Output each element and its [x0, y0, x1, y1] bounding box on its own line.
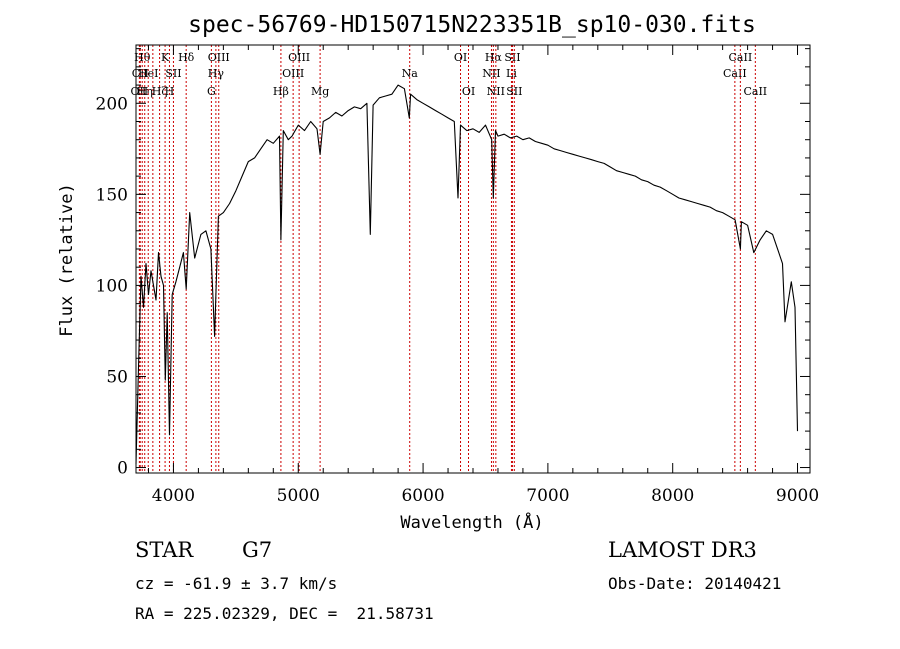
- x-axis-label: Wavelength (Å): [400, 511, 543, 533]
- line-label-19: OI: [454, 51, 467, 64]
- line-label-27: CaII: [723, 67, 747, 80]
- line-label-9: SII: [165, 67, 181, 80]
- line-label-0: OII: [131, 85, 149, 98]
- x-tick-label-0: 4000: [152, 486, 195, 506]
- line-label-23: NII: [487, 85, 505, 98]
- line-label-8: H: [165, 85, 175, 98]
- spectrum-line: [135, 84, 799, 464]
- line-label-15: OIII: [282, 67, 304, 80]
- object-subclass: G7: [242, 538, 273, 562]
- x-tick-label-3: 7000: [526, 486, 569, 506]
- line-label-17: Mg: [311, 85, 329, 98]
- line-label-4: HeI: [138, 67, 158, 80]
- line-label-26: SII: [506, 85, 522, 98]
- axis-ticks: 4000 5000 6000 7000 8000 9000 0 50 100 150 200: [96, 45, 819, 506]
- line-label-28: CaII: [729, 51, 753, 64]
- line-label-24: Li: [506, 67, 517, 80]
- line-label-14: Hβ: [273, 85, 289, 98]
- line-label-13: OIII: [208, 51, 230, 64]
- line-label-29: CaII: [743, 85, 767, 98]
- line-label-22: Hα: [485, 51, 503, 64]
- line-label-21: NII: [482, 67, 500, 80]
- x-tick-label-2: 6000: [401, 486, 444, 506]
- spectral-line-markers: OIICIIHθHηHeIHζKHSIIHδGHγOIIIHβOIIIOIIIM…: [131, 45, 767, 473]
- y-tick-label-0: 0: [117, 459, 128, 479]
- line-label-3: Hη: [137, 85, 153, 98]
- line-label-7: K: [161, 51, 170, 64]
- redshift-text: cz = -61.9 ± 3.7 km/s: [135, 574, 338, 593]
- object-class: STAR: [135, 538, 194, 562]
- coordinates-text: RA = 225.02329, DEC = 21.58731: [135, 604, 434, 623]
- y-axis-label: Flux (relative): [57, 183, 77, 337]
- obs-date-text: Obs-Date: 20140421: [608, 574, 782, 593]
- line-label-12: Hγ: [208, 67, 225, 80]
- y-tick-label-2: 100: [96, 276, 128, 296]
- chart-title: spec-56769-HD150715N223351B_sp10-030.fit…: [188, 12, 756, 38]
- line-label-6: Hζ: [152, 85, 168, 98]
- spectrum-series: [135, 84, 799, 464]
- y-tick-label-1: 50: [106, 367, 128, 387]
- x-tick-label-4: 8000: [651, 486, 694, 506]
- line-label-25: SII: [504, 51, 520, 64]
- x-tick-label-5: 9000: [776, 486, 819, 506]
- plot-frame: [135, 44, 811, 474]
- line-label-2: Hθ: [134, 51, 151, 64]
- y-tick-label-3: 150: [96, 185, 128, 205]
- survey-name: LAMOST DR3: [608, 538, 757, 562]
- x-tick-label-1: 5000: [277, 486, 320, 506]
- line-label-11: G: [207, 85, 216, 98]
- line-label-16: OIII: [288, 51, 310, 64]
- line-label-20: OI: [462, 85, 475, 98]
- line-label-18: Na: [402, 67, 419, 80]
- y-tick-label-4: 200: [96, 94, 128, 114]
- line-label-10: Hδ: [178, 51, 195, 64]
